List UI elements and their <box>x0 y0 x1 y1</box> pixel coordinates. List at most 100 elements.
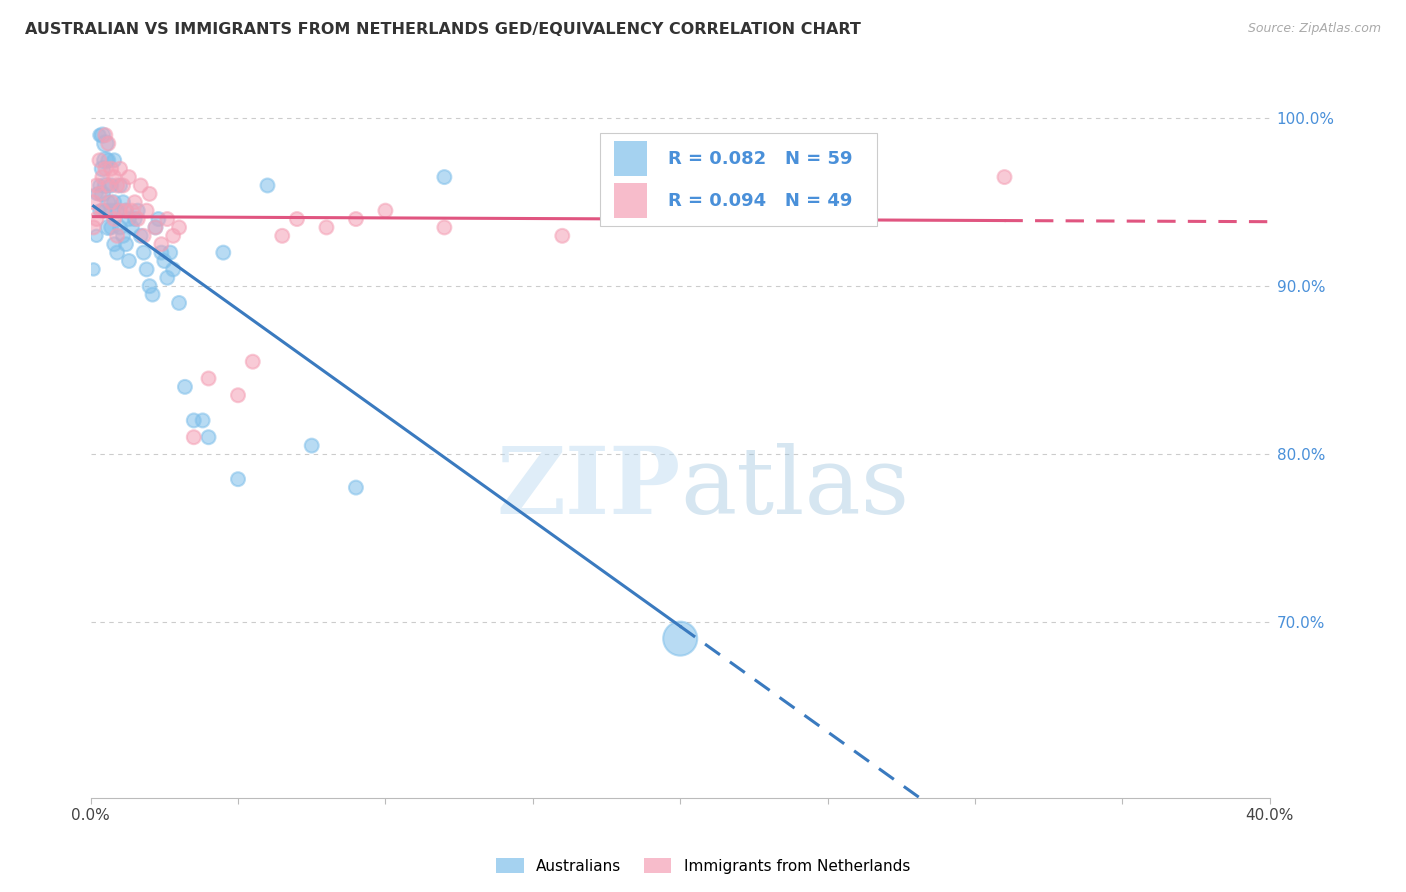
Point <box>145 220 167 235</box>
Point <box>86 186 108 201</box>
Point <box>105 245 128 260</box>
Point <box>256 178 278 193</box>
Point <box>105 203 128 218</box>
Point <box>301 439 323 453</box>
Point <box>115 203 138 218</box>
Point <box>135 262 157 277</box>
Point <box>132 245 155 260</box>
Point <box>97 195 120 210</box>
Point <box>167 296 190 310</box>
Point <box>112 178 135 193</box>
Point <box>183 430 205 444</box>
Point <box>150 237 173 252</box>
Point <box>94 136 117 151</box>
Point <box>103 153 125 168</box>
Point <box>141 287 163 301</box>
Point <box>91 203 114 218</box>
Point <box>103 195 125 210</box>
Point <box>112 228 135 243</box>
Point <box>135 203 157 218</box>
FancyBboxPatch shape <box>600 134 877 226</box>
Point <box>174 380 197 394</box>
Point <box>86 178 108 193</box>
Point <box>108 203 131 218</box>
Point <box>118 212 141 227</box>
Point <box>162 228 184 243</box>
Point <box>105 178 128 193</box>
Text: ZIP: ZIP <box>496 443 681 533</box>
Point <box>344 481 367 495</box>
Point <box>242 354 264 368</box>
Point <box>153 254 176 268</box>
Point <box>103 237 125 252</box>
Point <box>156 270 179 285</box>
Point <box>124 212 146 227</box>
Point <box>433 170 456 185</box>
Point <box>150 245 173 260</box>
Point <box>94 161 117 176</box>
Point <box>100 220 122 235</box>
Point <box>121 203 143 218</box>
Point <box>226 388 249 402</box>
Point <box>97 153 120 168</box>
Point <box>91 170 114 185</box>
Point <box>285 212 308 227</box>
Point <box>112 195 135 210</box>
Point <box>191 413 214 427</box>
Point <box>138 186 160 201</box>
Point <box>89 153 111 168</box>
Point <box>103 212 125 227</box>
Point <box>127 203 149 218</box>
Point <box>118 254 141 268</box>
Point <box>89 128 111 142</box>
Point <box>103 170 125 185</box>
Text: AUSTRALIAN VS IMMIGRANTS FROM NETHERLANDS GED/EQUIVALENCY CORRELATION CHART: AUSTRALIAN VS IMMIGRANTS FROM NETHERLAND… <box>25 22 862 37</box>
Point <box>138 279 160 293</box>
Point <box>156 212 179 227</box>
Point <box>108 178 131 193</box>
Text: Source: ZipAtlas.com: Source: ZipAtlas.com <box>1247 22 1381 36</box>
Point <box>993 170 1015 185</box>
Point <box>97 178 120 193</box>
Point <box>118 170 141 185</box>
Point <box>94 203 117 218</box>
Legend: Australians, Immigrants from Netherlands: Australians, Immigrants from Netherlands <box>489 852 917 880</box>
Point <box>551 228 574 243</box>
Point <box>91 128 114 142</box>
Point <box>148 212 170 227</box>
Point <box>100 161 122 176</box>
Point <box>97 136 120 151</box>
Point <box>129 228 152 243</box>
Point <box>817 161 839 176</box>
Point <box>132 228 155 243</box>
Point <box>197 371 219 385</box>
Point <box>105 228 128 243</box>
Point <box>94 153 117 168</box>
Point <box>91 161 114 176</box>
Point <box>100 178 122 193</box>
Point <box>89 178 111 193</box>
Point <box>159 245 181 260</box>
Point <box>97 220 120 235</box>
Point <box>94 128 117 142</box>
Bar <box>614 183 647 219</box>
Point <box>127 212 149 227</box>
Point <box>374 203 396 218</box>
Point <box>115 203 138 218</box>
Point <box>94 178 117 193</box>
Point <box>669 632 692 646</box>
Point <box>344 212 367 227</box>
Text: R = 0.094   N = 49: R = 0.094 N = 49 <box>668 192 853 210</box>
Point <box>271 228 294 243</box>
Point <box>315 220 337 235</box>
Point <box>89 186 111 201</box>
Point <box>115 237 138 252</box>
Point <box>83 220 105 235</box>
Point <box>183 413 205 427</box>
Point <box>83 262 105 277</box>
Text: atlas: atlas <box>681 443 910 533</box>
Point <box>145 220 167 235</box>
Point <box>100 203 122 218</box>
Point <box>86 212 108 227</box>
Point <box>433 220 456 235</box>
